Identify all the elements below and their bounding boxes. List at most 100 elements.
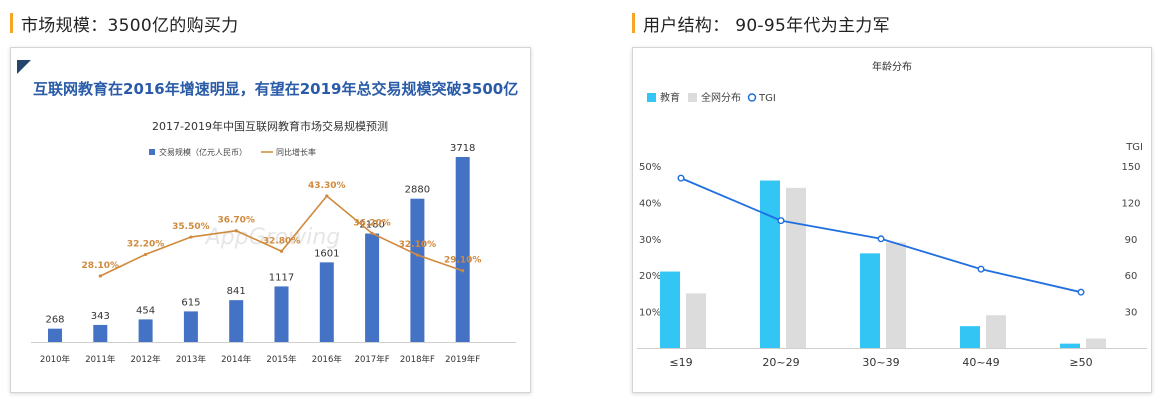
x-tick-label: 2012年 bbox=[131, 354, 162, 365]
education-bar-5 bbox=[1060, 343, 1080, 348]
legend-education-label: 教育 bbox=[660, 91, 680, 104]
x-tick-label: ≤19 bbox=[669, 356, 692, 369]
bar-2 bbox=[93, 324, 108, 342]
growth-rate-point bbox=[279, 249, 284, 253]
user-structure-heading: 用户结构： 90-95年代为主力军 bbox=[632, 10, 890, 36]
right-y-tick-label: 90 bbox=[1125, 235, 1138, 246]
education-bar-1 bbox=[660, 271, 680, 348]
tgi-line bbox=[680, 177, 1082, 294]
growth-rate-point bbox=[461, 269, 465, 273]
education-bar-2 bbox=[760, 180, 780, 348]
heading-accent-bar bbox=[10, 13, 13, 33]
legend-tgi-label: TGI bbox=[758, 93, 776, 104]
x-tick-label: 2013年 bbox=[176, 354, 207, 365]
all-network-bar-1 bbox=[686, 293, 706, 348]
chart-headline-text: 互联网教育在2016年增速明显，有望在2019年总交易规模突破3500亿 bbox=[33, 80, 519, 98]
x-tick-label: 2019年F bbox=[445, 354, 480, 365]
all-network-bar-2 bbox=[786, 187, 806, 348]
market-size-heading-text: 市场规模：3500亿的购买力 bbox=[21, 15, 239, 36]
growth-rate-point bbox=[370, 231, 374, 235]
growth-rate-label: 36.20% bbox=[353, 218, 391, 228]
x-tick-label: 40~49 bbox=[962, 356, 999, 369]
x-tick-label: ≥50 bbox=[1069, 356, 1092, 369]
tgi-point bbox=[877, 235, 885, 243]
right-y-tick-label: 30 bbox=[1125, 308, 1138, 319]
all-network-bar-5 bbox=[1086, 338, 1106, 348]
growth-rate-point bbox=[415, 253, 419, 257]
growth-rate-label: 28.10% bbox=[82, 261, 120, 271]
education-bar-4 bbox=[960, 326, 980, 348]
bar-value-label: 1117 bbox=[269, 272, 294, 283]
bar-3 bbox=[138, 319, 153, 342]
left-y-tick-label: 10% bbox=[639, 308, 661, 319]
legend-line-label: 同比增长率 bbox=[276, 147, 316, 157]
x-tick-label: 2017年F bbox=[355, 354, 390, 365]
legend-tgi-swatch bbox=[747, 93, 757, 102]
all-network-bar-4 bbox=[986, 315, 1006, 348]
x-tick-label: 30~39 bbox=[862, 356, 899, 369]
legend-all-network-swatch bbox=[688, 93, 697, 102]
watermark: AppGrowing bbox=[204, 225, 341, 250]
legend-education-swatch bbox=[647, 93, 656, 102]
user-structure-heading-text: 用户结构： 90-95年代为主力军 bbox=[643, 15, 890, 36]
legend-all-network-label: 全网分布 bbox=[701, 91, 741, 104]
growth-rate-label: 29.10% bbox=[444, 256, 482, 266]
growth-rate-point bbox=[189, 235, 193, 239]
all-network-bar-3 bbox=[886, 242, 906, 348]
left-y-tick-label: 30% bbox=[639, 235, 661, 246]
bar-10 bbox=[455, 157, 470, 342]
right-axis-label: TGI bbox=[1125, 142, 1143, 153]
left-y-tick-label: 40% bbox=[639, 198, 661, 209]
growth-rate-point bbox=[98, 274, 102, 278]
growth-rate-label: 32.80% bbox=[263, 236, 301, 246]
corner-decoration bbox=[17, 60, 31, 74]
market-size-chart-card: 互联网教育在2016年增速明显，有望在2019年总交易规模突破3500亿 201… bbox=[10, 47, 531, 393]
growth-rate-label: 36.70% bbox=[217, 216, 255, 226]
growth-rate-point bbox=[325, 194, 329, 198]
bar-8 bbox=[365, 233, 380, 342]
growth-rate-label: 43.30% bbox=[308, 181, 346, 191]
bar-6 bbox=[274, 286, 289, 342]
bar-value-label: 1601 bbox=[314, 248, 339, 259]
right-y-tick-label: 120 bbox=[1121, 198, 1140, 209]
tgi-point bbox=[1077, 288, 1085, 296]
x-tick-label: 2018年F bbox=[400, 354, 435, 365]
growth-rate-label: 32.20% bbox=[127, 239, 165, 249]
chart-title: 2017-2019年中国互联网教育市场交易规模预测 bbox=[152, 119, 388, 133]
bar-4 bbox=[183, 311, 198, 342]
bar-1 bbox=[48, 328, 62, 342]
heading-accent-bar bbox=[632, 13, 635, 33]
bar-7 bbox=[319, 262, 334, 342]
left-y-tick-label: 20% bbox=[639, 271, 661, 282]
chart-headline: 互联网教育在2016年增速明显，有望在2019年总交易规模突破3500亿 bbox=[11, 58, 530, 104]
bar-value-label: 841 bbox=[227, 286, 246, 297]
growth-rate-point bbox=[144, 252, 148, 257]
chart-title: 年龄分布 bbox=[872, 60, 912, 73]
right-y-tick-label: 60 bbox=[1125, 271, 1138, 282]
left-y-tick-label: 50% bbox=[639, 162, 661, 173]
tgi-point bbox=[777, 217, 785, 225]
bar-value-label: 2180 bbox=[359, 220, 384, 231]
growth-rate-label: 32.10% bbox=[399, 240, 437, 250]
growth-rate-point bbox=[234, 229, 238, 233]
age-distribution-chart-card: 年龄分布教育 全网分布 TGI TGI 10% 20% 30% 40% 50% 30 60 90 120… bbox=[632, 47, 1152, 393]
bar-value-label: 268 bbox=[45, 315, 64, 326]
tgi-point bbox=[677, 174, 685, 182]
tgi-point bbox=[977, 265, 985, 273]
bar-5 bbox=[229, 300, 244, 342]
x-tick-label: 20~29 bbox=[762, 356, 799, 369]
x-tick-label: 2016年 bbox=[312, 354, 343, 365]
education-bar-3 bbox=[860, 253, 880, 348]
bar-value-label: 2880 bbox=[405, 185, 430, 196]
bar-value-label: 343 bbox=[91, 311, 110, 322]
x-tick-label: 2011年 bbox=[85, 354, 116, 365]
legend-bar-swatch bbox=[149, 149, 155, 155]
right-y-tick-label: 150 bbox=[1121, 162, 1140, 173]
bar-value-label: 615 bbox=[181, 297, 200, 308]
bar-value-label: 454 bbox=[136, 305, 155, 316]
market-size-chart: 2017-2019年中国互联网教育市场交易规模预测 AppGrowing 交易规模（… bbox=[31, 119, 516, 365]
legend-bar-label: 交易规模（亿元人民币） bbox=[159, 147, 247, 157]
x-tick-label: 2014年 bbox=[221, 354, 252, 365]
bar-9 bbox=[410, 198, 425, 342]
